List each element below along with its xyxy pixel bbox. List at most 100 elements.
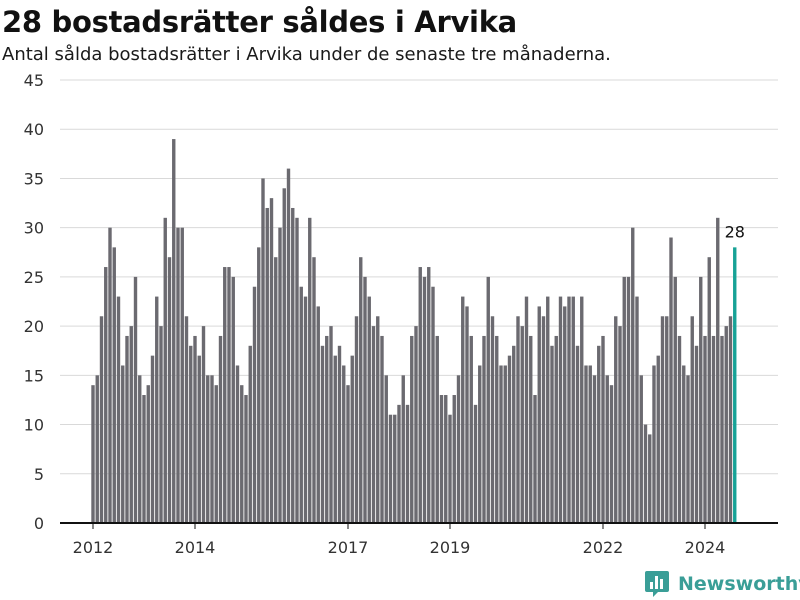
bar xyxy=(223,267,227,523)
bar xyxy=(155,296,159,523)
y-tick-label: 35 xyxy=(24,169,44,188)
bar xyxy=(584,365,588,523)
y-tick-label: 5 xyxy=(34,465,44,484)
bar xyxy=(724,326,728,523)
bar xyxy=(316,306,320,523)
bar xyxy=(167,257,172,523)
bar xyxy=(431,286,435,523)
y-tick-label: 10 xyxy=(24,416,44,435)
bar xyxy=(520,326,524,523)
y-tick-label: 15 xyxy=(24,366,44,385)
bar xyxy=(716,217,720,524)
bar xyxy=(486,276,490,523)
bar xyxy=(652,365,656,523)
bar xyxy=(499,365,503,523)
x-tick-label: 2012 xyxy=(73,538,114,557)
bar xyxy=(193,335,197,523)
bar xyxy=(533,395,537,523)
x-tick-label: 2024 xyxy=(685,538,726,557)
bar xyxy=(495,335,499,523)
bar xyxy=(227,267,231,523)
bar xyxy=(252,286,257,523)
bar xyxy=(550,345,554,523)
bar xyxy=(367,296,371,523)
bar xyxy=(354,316,359,523)
y-tick-label: 45 xyxy=(24,71,44,90)
bar xyxy=(512,345,516,523)
bar xyxy=(295,217,299,524)
bar xyxy=(635,296,639,523)
bar xyxy=(99,316,104,523)
bar xyxy=(677,335,682,523)
bar xyxy=(291,207,295,523)
bar xyxy=(682,365,686,523)
bar xyxy=(325,335,329,523)
y-tick-label: 25 xyxy=(24,268,44,287)
y-tick-label: 0 xyxy=(34,514,44,533)
bar xyxy=(529,335,533,523)
bar xyxy=(546,296,550,523)
bar xyxy=(384,375,388,523)
bar xyxy=(648,434,652,523)
bar xyxy=(150,355,155,523)
bar xyxy=(320,345,325,523)
bar xyxy=(452,395,456,523)
bar xyxy=(206,375,210,523)
bar xyxy=(592,375,597,523)
bar xyxy=(503,365,507,523)
bar xyxy=(393,414,397,523)
bar xyxy=(482,335,486,523)
bar xyxy=(184,316,189,523)
bar xyxy=(473,404,478,523)
bar xyxy=(248,345,252,523)
bar xyxy=(567,296,571,523)
bar xyxy=(631,227,635,523)
bar xyxy=(397,404,401,523)
bar xyxy=(656,355,660,523)
bar xyxy=(376,316,380,523)
x-tick-label: 2017 xyxy=(328,538,369,557)
bar xyxy=(580,296,584,523)
bar xyxy=(614,316,618,523)
newsworthy-logo-icon xyxy=(645,571,669,597)
bar xyxy=(669,237,673,523)
bar xyxy=(422,276,427,523)
bar xyxy=(274,257,278,523)
bar xyxy=(588,365,592,523)
highlighted-bar xyxy=(733,247,737,523)
bar xyxy=(643,424,648,523)
bar xyxy=(180,227,184,523)
bar xyxy=(214,385,218,523)
bar xyxy=(269,198,274,523)
bar xyxy=(380,335,384,523)
bar xyxy=(558,296,563,523)
chart-subtitle: Antal sålda bostadsrätter i Arvika under… xyxy=(2,44,611,65)
bar xyxy=(240,385,244,523)
bar xyxy=(359,257,363,523)
bar xyxy=(299,286,303,523)
bar xyxy=(172,139,176,524)
brand-name: Newsworthy xyxy=(678,573,800,595)
bar xyxy=(401,375,405,523)
y-tick-label: 40 xyxy=(24,120,44,139)
bar xyxy=(138,375,142,523)
bar xyxy=(618,326,622,523)
bar xyxy=(478,365,482,523)
bar xyxy=(597,345,601,523)
bar xyxy=(278,227,282,523)
bar xyxy=(622,276,626,523)
bar xyxy=(371,326,376,523)
bar xyxy=(554,335,558,523)
bar xyxy=(609,385,614,523)
bar xyxy=(537,306,541,523)
y-tick-label: 30 xyxy=(24,219,44,238)
bar xyxy=(456,375,461,523)
bar xyxy=(257,247,261,523)
bar xyxy=(308,217,312,524)
bar xyxy=(91,385,95,523)
chart-title: 28 bostadsrätter såldes i Arvika xyxy=(2,5,517,39)
bar xyxy=(405,404,410,523)
bar xyxy=(342,365,346,523)
bar xyxy=(197,355,201,523)
bar xyxy=(699,276,703,523)
